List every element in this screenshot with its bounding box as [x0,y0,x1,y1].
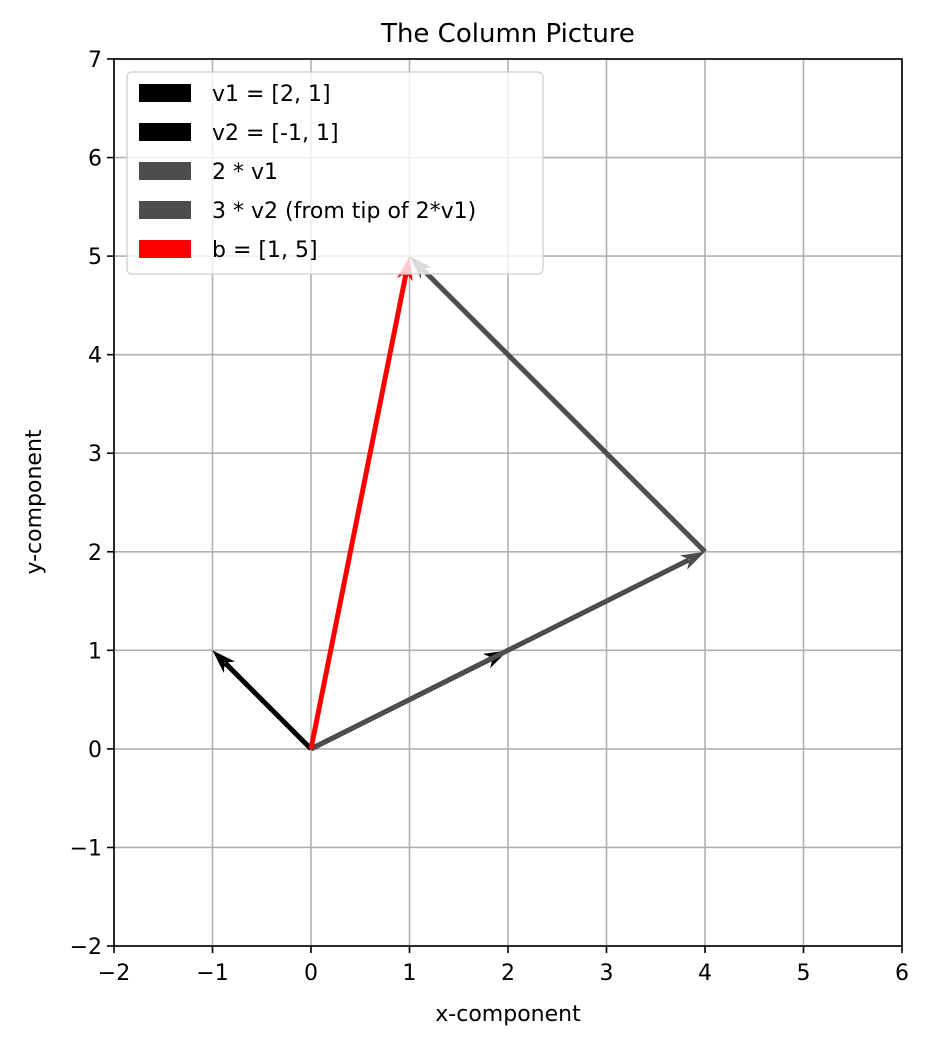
y-tick-label: 1 [88,639,102,664]
axis-ticks: −2 −1 0 1 2 3 4 5 6 −2 −1 0 1 2 3 4 5 6 7 [70,48,909,986]
x-tick-label: 1 [403,961,417,986]
legend: v1 = [2, 1] v2 = [-1, 1] 2 * v1 3 * v2 (fro… [126,71,544,275]
legend-label: 2 * v1 [212,160,278,185]
legend-label: v1 = [2, 1] [212,82,331,107]
legend-label: v2 = [-1, 1] [212,121,339,146]
x-tick-label: 5 [797,961,811,986]
arrow-shaft [308,273,409,750]
legend-label: b = [1, 5] [212,238,318,263]
vector-arrow-2 [212,650,313,751]
arrow-head [212,650,236,673]
x-tick-label: −1 [196,961,228,986]
y-tick-label: 3 [88,442,102,467]
legend-swatch [139,123,191,141]
y-axis-label: y-component [22,429,47,574]
x-tick-label: 2 [501,961,515,986]
legend-swatch [139,240,191,258]
x-tick-label: −2 [98,961,130,986]
y-tick-label: 4 [88,344,102,369]
y-tick-label: −2 [70,935,102,960]
x-tick-label: 0 [304,961,318,986]
x-tick-label: 3 [600,961,614,986]
vector-arrow-3 [309,551,705,752]
y-tick-label: 7 [88,48,102,73]
arrow-head [679,551,705,570]
y-tick-label: 6 [88,147,102,172]
legend-swatch [139,162,191,180]
chart-title: The Column Picture [380,19,635,49]
arrow-shaft [420,267,707,554]
y-tick-label: 0 [88,738,102,763]
x-tick-label: 6 [895,961,909,986]
x-axis-label: x-component [435,1002,581,1027]
y-tick-label: 5 [88,245,102,270]
y-tick-label: −1 [70,836,102,861]
legend-swatch [139,84,191,102]
arrow-shaft [309,557,691,752]
arrow-shaft [223,661,313,751]
legend-box [126,71,544,275]
legend-swatch [139,201,191,219]
x-tick-label: 4 [698,961,712,986]
y-tick-label: 2 [88,541,102,566]
legend-label: 3 * v2 (from tip of 2*v1) [212,199,476,224]
